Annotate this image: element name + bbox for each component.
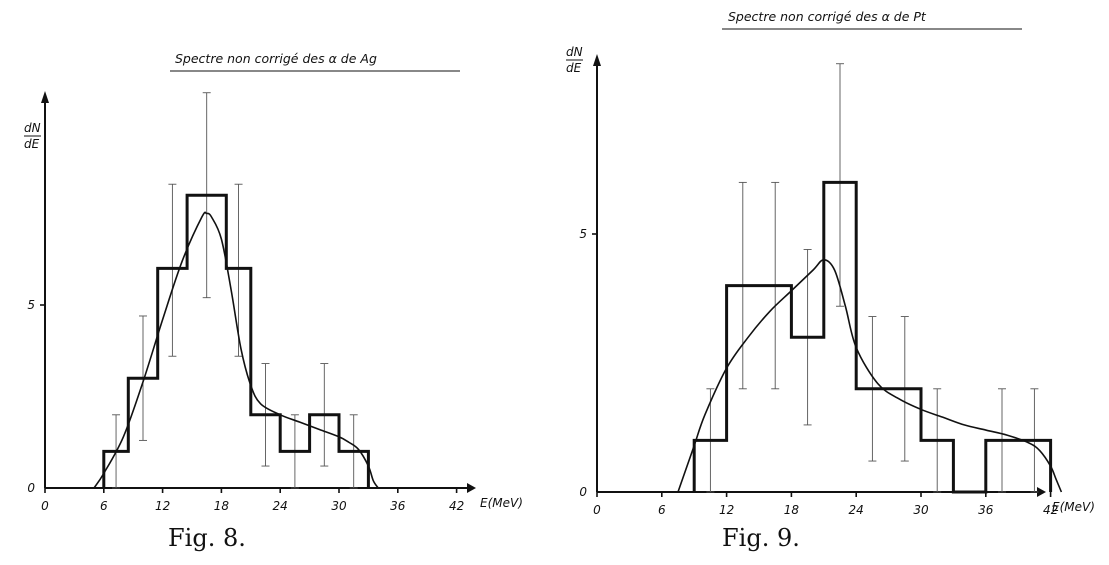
histogram-bin — [158, 268, 187, 488]
x-axis-label: E(MeV) — [480, 496, 523, 510]
x-tick-label: 0 — [593, 503, 601, 517]
chart-title: Spectre non corrigé des α de Ag — [175, 51, 377, 66]
x-tick-label: 0 — [41, 499, 49, 513]
histogram-bin — [251, 415, 280, 488]
x-tick-label: 18 — [214, 499, 230, 513]
figure-caption: Fig. 9. — [722, 524, 800, 552]
histogram-bin — [310, 415, 339, 488]
histogram-bin — [824, 182, 856, 492]
y-tick-label: 0 — [27, 481, 35, 495]
fitted-curve — [677, 258, 1063, 493]
y-label-denominator: dE — [566, 61, 582, 75]
x-tick-label: 12 — [155, 499, 170, 513]
histogram-bin — [128, 378, 157, 488]
x-tick-label: 24 — [273, 499, 288, 513]
y-tick-label: 0 — [579, 485, 587, 499]
histogram-bin — [921, 440, 953, 492]
chart-fig9: Spectre non corrigé des α de Pt dN dE E(… — [566, 9, 1095, 552]
x-tick-label: 42 — [449, 499, 464, 513]
y-axis-arrow — [41, 91, 49, 103]
histogram-bin — [104, 451, 129, 488]
fitted-curve — [93, 211, 379, 489]
y-label-numerator: dN — [566, 45, 583, 59]
histogram-bin — [187, 195, 226, 488]
x-tick-label: 36 — [390, 499, 406, 513]
chart-title: Spectre non corrigé des α de Pt — [728, 9, 927, 24]
histogram-bin — [986, 440, 1051, 492]
x-axis-arrow — [1037, 487, 1046, 497]
y-tick-label: 5 — [579, 227, 587, 241]
x-tick-label: 18 — [784, 503, 800, 517]
y-axis-arrow — [593, 54, 601, 66]
x-tick-label: 30 — [331, 499, 347, 513]
y-label-numerator: dN — [24, 121, 41, 135]
x-tick-label: 12 — [719, 503, 734, 517]
x-tick-label: 6 — [658, 503, 666, 517]
chart-fig8: Spectre non corrigé des α de Ag dN dE E(… — [24, 51, 523, 552]
histogram-bin — [280, 451, 309, 488]
x-axis-arrow — [467, 483, 476, 493]
histogram-bin — [226, 268, 251, 488]
y-tick-label: 5 — [27, 298, 35, 312]
x-tick-label: 6 — [100, 499, 108, 513]
x-axis-label: E(MeV) — [1052, 500, 1095, 514]
histogram-outline — [102, 193, 370, 488]
x-tick-label: 24 — [849, 503, 864, 517]
figure-caption: Fig. 8. — [168, 524, 246, 552]
histogram-outline — [692, 180, 1053, 494]
histogram-bin — [791, 337, 823, 492]
histogram-bin — [856, 389, 921, 492]
x-tick-label: 30 — [913, 503, 929, 517]
y-label-denominator: dE — [24, 137, 40, 151]
histogram-bin — [694, 440, 726, 492]
x-tick-label: 36 — [978, 503, 994, 517]
x-tick-label: 42 — [1043, 503, 1058, 517]
histogram-bin — [727, 286, 792, 492]
